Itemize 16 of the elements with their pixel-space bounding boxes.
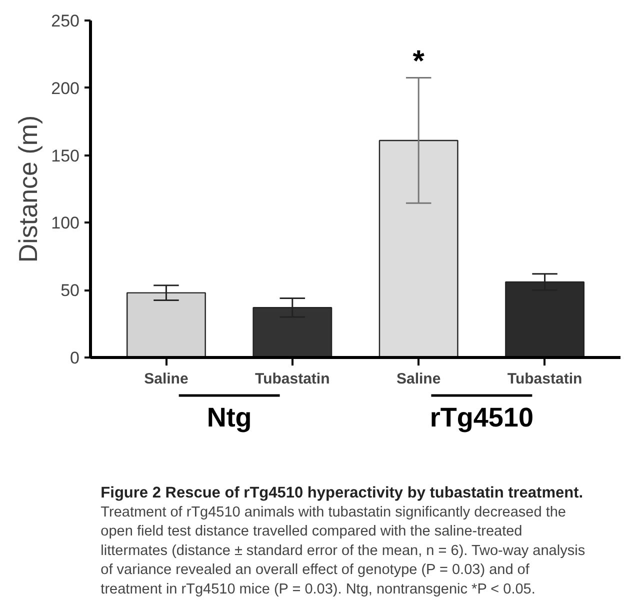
y-axis-title: Distance (m) bbox=[13, 115, 44, 263]
text: Ntg bbox=[206, 402, 252, 432]
text: Treatment of rTg4510 animals with tubastatin significantly decreased the open field test distance travelled compared with the saline-treated littermates (distance ± standard error of the mean, n = 6). Two-way analysis of variance revealed an overall effect of genotype (P = 0.03) and of treatment in rTg4510 mice (P = 0.03). Ntg, nontransgenic *P < 0.05. bbox=[100, 504, 586, 598]
y-tick-label: 0 bbox=[70, 348, 80, 368]
y-tick-label: 150 bbox=[51, 146, 80, 166]
text: rTg4510 bbox=[430, 402, 534, 432]
y-tick-label: 250 bbox=[51, 12, 80, 30]
y-tick-label: 200 bbox=[51, 78, 80, 98]
x-tick-label: Tubastatin bbox=[507, 370, 582, 388]
y-tick-label: 100 bbox=[51, 214, 80, 233]
x-tick-label: Saline bbox=[144, 370, 188, 388]
annotation: * bbox=[412, 44, 425, 78]
y-tick-label: 50 bbox=[60, 281, 80, 300]
x-tick-label: Tubastatin bbox=[255, 370, 330, 388]
x-tick-label: Saline bbox=[396, 370, 441, 388]
text: Figure 2 Rescue of rTg4510 hyperactivity by tubastatin treatment. bbox=[100, 484, 584, 502]
